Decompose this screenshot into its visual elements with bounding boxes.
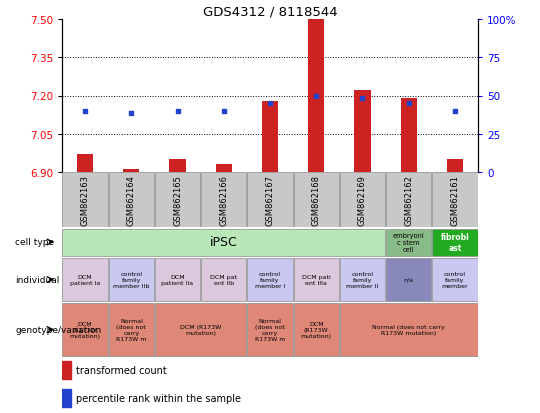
Text: genotype/variation: genotype/variation	[15, 325, 102, 334]
Text: GSM862169: GSM862169	[358, 175, 367, 225]
Text: embryoni
c stem
cell: embryoni c stem cell	[393, 233, 424, 252]
Bar	[401, 99, 417, 173]
Text: iPSC: iPSC	[210, 236, 238, 249]
Text: GSM862167: GSM862167	[266, 175, 274, 225]
Bar	[294, 304, 339, 356]
Text: DCM pat
ent IIb: DCM pat ent IIb	[210, 274, 237, 285]
Bar	[62, 362, 71, 380]
Bar	[432, 229, 477, 256]
Bar	[447, 160, 463, 173]
Point	[450, 108, 459, 115]
Bar	[432, 258, 477, 301]
Bar	[109, 304, 154, 356]
Bar	[340, 258, 385, 301]
Text: Normal
(does not
carry
R173W m: Normal (does not carry R173W m	[116, 318, 146, 341]
Bar	[77, 155, 93, 173]
Text: DCM
(R173W
mutation): DCM (R173W mutation)	[70, 321, 100, 338]
Point	[127, 111, 136, 117]
Text: control
family
member IIb: control family member IIb	[113, 271, 150, 288]
Bar	[215, 165, 232, 173]
Point	[81, 108, 90, 115]
Text: GSM862164: GSM862164	[127, 175, 136, 225]
Text: Normal (does not carry
R173W mutation): Normal (does not carry R173W mutation)	[372, 324, 445, 335]
Title: GDS4312 / 8118544: GDS4312 / 8118544	[202, 6, 338, 19]
Bar	[247, 173, 293, 228]
Text: GSM862168: GSM862168	[312, 175, 321, 225]
Bar	[262, 101, 278, 173]
Text: DCM
(R173W
mutation): DCM (R173W mutation)	[301, 321, 332, 338]
Point	[219, 108, 228, 115]
Bar	[432, 173, 477, 228]
Text: control
family
member: control family member	[442, 271, 468, 288]
Bar	[294, 258, 339, 301]
Text: Normal
(does not
carry
R173W m: Normal (does not carry R173W m	[255, 318, 285, 341]
Text: GSM862161: GSM862161	[450, 175, 460, 225]
Bar	[63, 304, 108, 356]
Text: control
family
member I: control family member I	[255, 271, 285, 288]
Text: cell type: cell type	[15, 238, 54, 247]
Text: transformed count: transformed count	[76, 366, 167, 375]
Point	[312, 93, 321, 100]
Text: DCM pati
ent IIIa: DCM pati ent IIIa	[302, 274, 330, 285]
Bar	[170, 160, 186, 173]
Text: individual: individual	[15, 275, 59, 284]
Bar	[340, 304, 477, 356]
Text: GSM862162: GSM862162	[404, 175, 413, 225]
Bar	[294, 173, 339, 228]
Bar	[155, 258, 200, 301]
Bar	[247, 304, 293, 356]
Bar	[155, 173, 200, 228]
Bar	[386, 229, 431, 256]
Text: n/a: n/a	[404, 277, 414, 282]
Text: DCM (R173W
mutation): DCM (R173W mutation)	[180, 324, 221, 335]
Text: DCM
patient Ia: DCM patient Ia	[70, 274, 100, 285]
Point	[266, 101, 274, 107]
Point	[404, 101, 413, 107]
Text: percentile rank within the sample: percentile rank within the sample	[76, 394, 241, 404]
Bar	[386, 258, 431, 301]
Bar	[386, 173, 431, 228]
Text: DCM
patient IIa: DCM patient IIa	[161, 274, 194, 285]
Bar	[63, 258, 108, 301]
Text: control
family
member II: control family member II	[346, 271, 379, 288]
Bar	[308, 20, 325, 173]
Text: GSM862163: GSM862163	[80, 175, 90, 225]
Bar	[63, 229, 385, 256]
Text: GSM862166: GSM862166	[219, 175, 228, 225]
Text: fibrobl
ast: fibrobl ast	[441, 233, 469, 252]
Bar	[340, 173, 385, 228]
Bar	[247, 258, 293, 301]
Bar	[63, 173, 108, 228]
Bar	[201, 173, 246, 228]
Text: GSM862165: GSM862165	[173, 175, 182, 225]
Bar	[123, 170, 139, 173]
Bar	[62, 389, 71, 407]
Point	[358, 95, 367, 102]
Bar	[109, 258, 154, 301]
Point	[173, 108, 182, 115]
Bar	[201, 258, 246, 301]
Bar	[354, 91, 370, 173]
Bar	[109, 173, 154, 228]
Bar	[155, 304, 246, 356]
